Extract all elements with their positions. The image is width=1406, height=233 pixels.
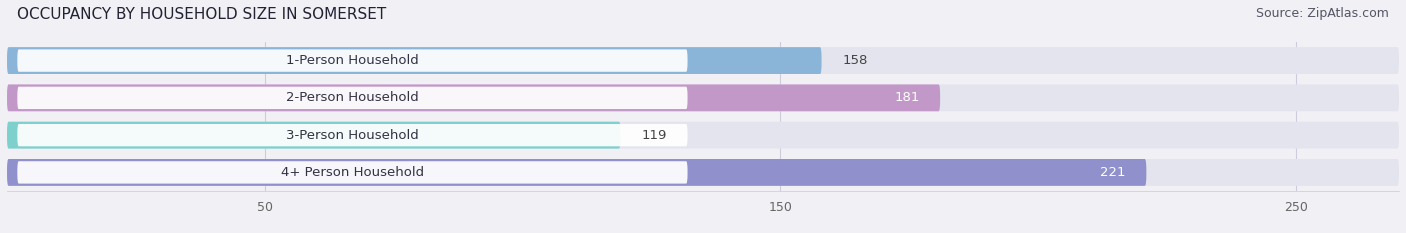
FancyBboxPatch shape <box>17 124 688 146</box>
FancyBboxPatch shape <box>7 159 1146 186</box>
Text: 119: 119 <box>641 129 666 142</box>
Text: 181: 181 <box>894 91 920 104</box>
FancyBboxPatch shape <box>7 47 821 74</box>
FancyBboxPatch shape <box>17 49 688 72</box>
FancyBboxPatch shape <box>7 84 941 111</box>
Text: OCCUPANCY BY HOUSEHOLD SIZE IN SOMERSET: OCCUPANCY BY HOUSEHOLD SIZE IN SOMERSET <box>17 7 387 22</box>
FancyBboxPatch shape <box>17 87 688 109</box>
FancyBboxPatch shape <box>7 122 620 149</box>
FancyBboxPatch shape <box>7 122 1399 149</box>
Text: 221: 221 <box>1101 166 1126 179</box>
FancyBboxPatch shape <box>7 84 1399 111</box>
Text: Source: ZipAtlas.com: Source: ZipAtlas.com <box>1256 7 1389 20</box>
FancyBboxPatch shape <box>7 47 1399 74</box>
Text: 158: 158 <box>842 54 868 67</box>
Text: 2-Person Household: 2-Person Household <box>285 91 419 104</box>
Text: 1-Person Household: 1-Person Household <box>285 54 419 67</box>
FancyBboxPatch shape <box>17 161 688 184</box>
FancyBboxPatch shape <box>7 159 1399 186</box>
Text: 3-Person Household: 3-Person Household <box>285 129 419 142</box>
Text: 4+ Person Household: 4+ Person Household <box>281 166 425 179</box>
